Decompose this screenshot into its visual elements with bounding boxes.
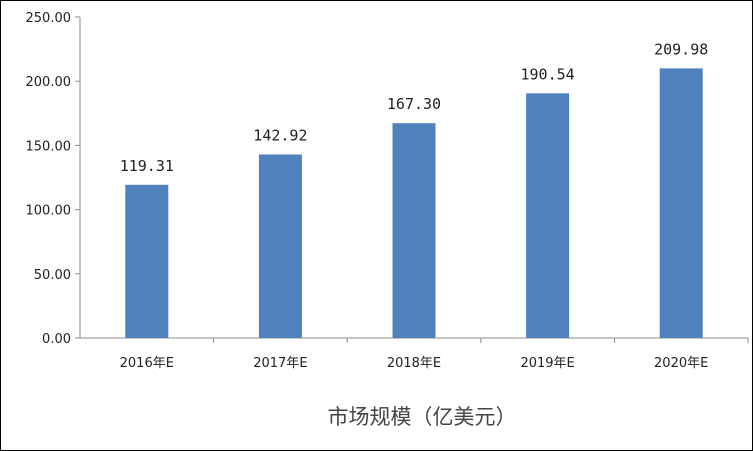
y-tick-label: 250.00 <box>26 11 72 26</box>
x-axis: 2016年E 2017年E 2018年E 2019年E 2020年E <box>80 337 749 371</box>
x-tick-label: 2017年E <box>253 356 307 371</box>
bar-value-label: 167.30 <box>387 95 441 113</box>
y-tick-label: 200.00 <box>26 75 72 90</box>
bar-value-label: 142.92 <box>253 126 307 144</box>
x-tick-label: 2020年E <box>654 356 708 371</box>
bar-value-label: 209.98 <box>654 40 708 58</box>
bar-value-label: 190.54 <box>521 65 575 83</box>
x-tick-label: 2016年E <box>120 356 174 371</box>
bars <box>125 68 703 338</box>
data-labels: 119.31 142.92 167.30 190.54 209.98 <box>120 40 709 174</box>
bar <box>125 184 169 338</box>
bar <box>526 93 570 338</box>
x-axis-title: 市场规模（亿美元） <box>328 405 517 429</box>
y-axis: 0.00 50.00 100.00 150.00 200.00 250.00 <box>26 11 81 347</box>
x-tick-label: 2019年E <box>520 356 574 371</box>
x-tick-label: 2018年E <box>387 356 441 371</box>
y-tick-label: 0.00 <box>42 332 71 347</box>
bar <box>392 123 436 338</box>
bar <box>258 154 302 338</box>
y-tick-label: 100.00 <box>26 204 72 219</box>
bar <box>659 68 703 338</box>
y-tick-label: 150.00 <box>26 139 72 154</box>
y-tick-label: 50.00 <box>34 268 71 283</box>
bar-value-label: 119.31 <box>120 157 174 175</box>
